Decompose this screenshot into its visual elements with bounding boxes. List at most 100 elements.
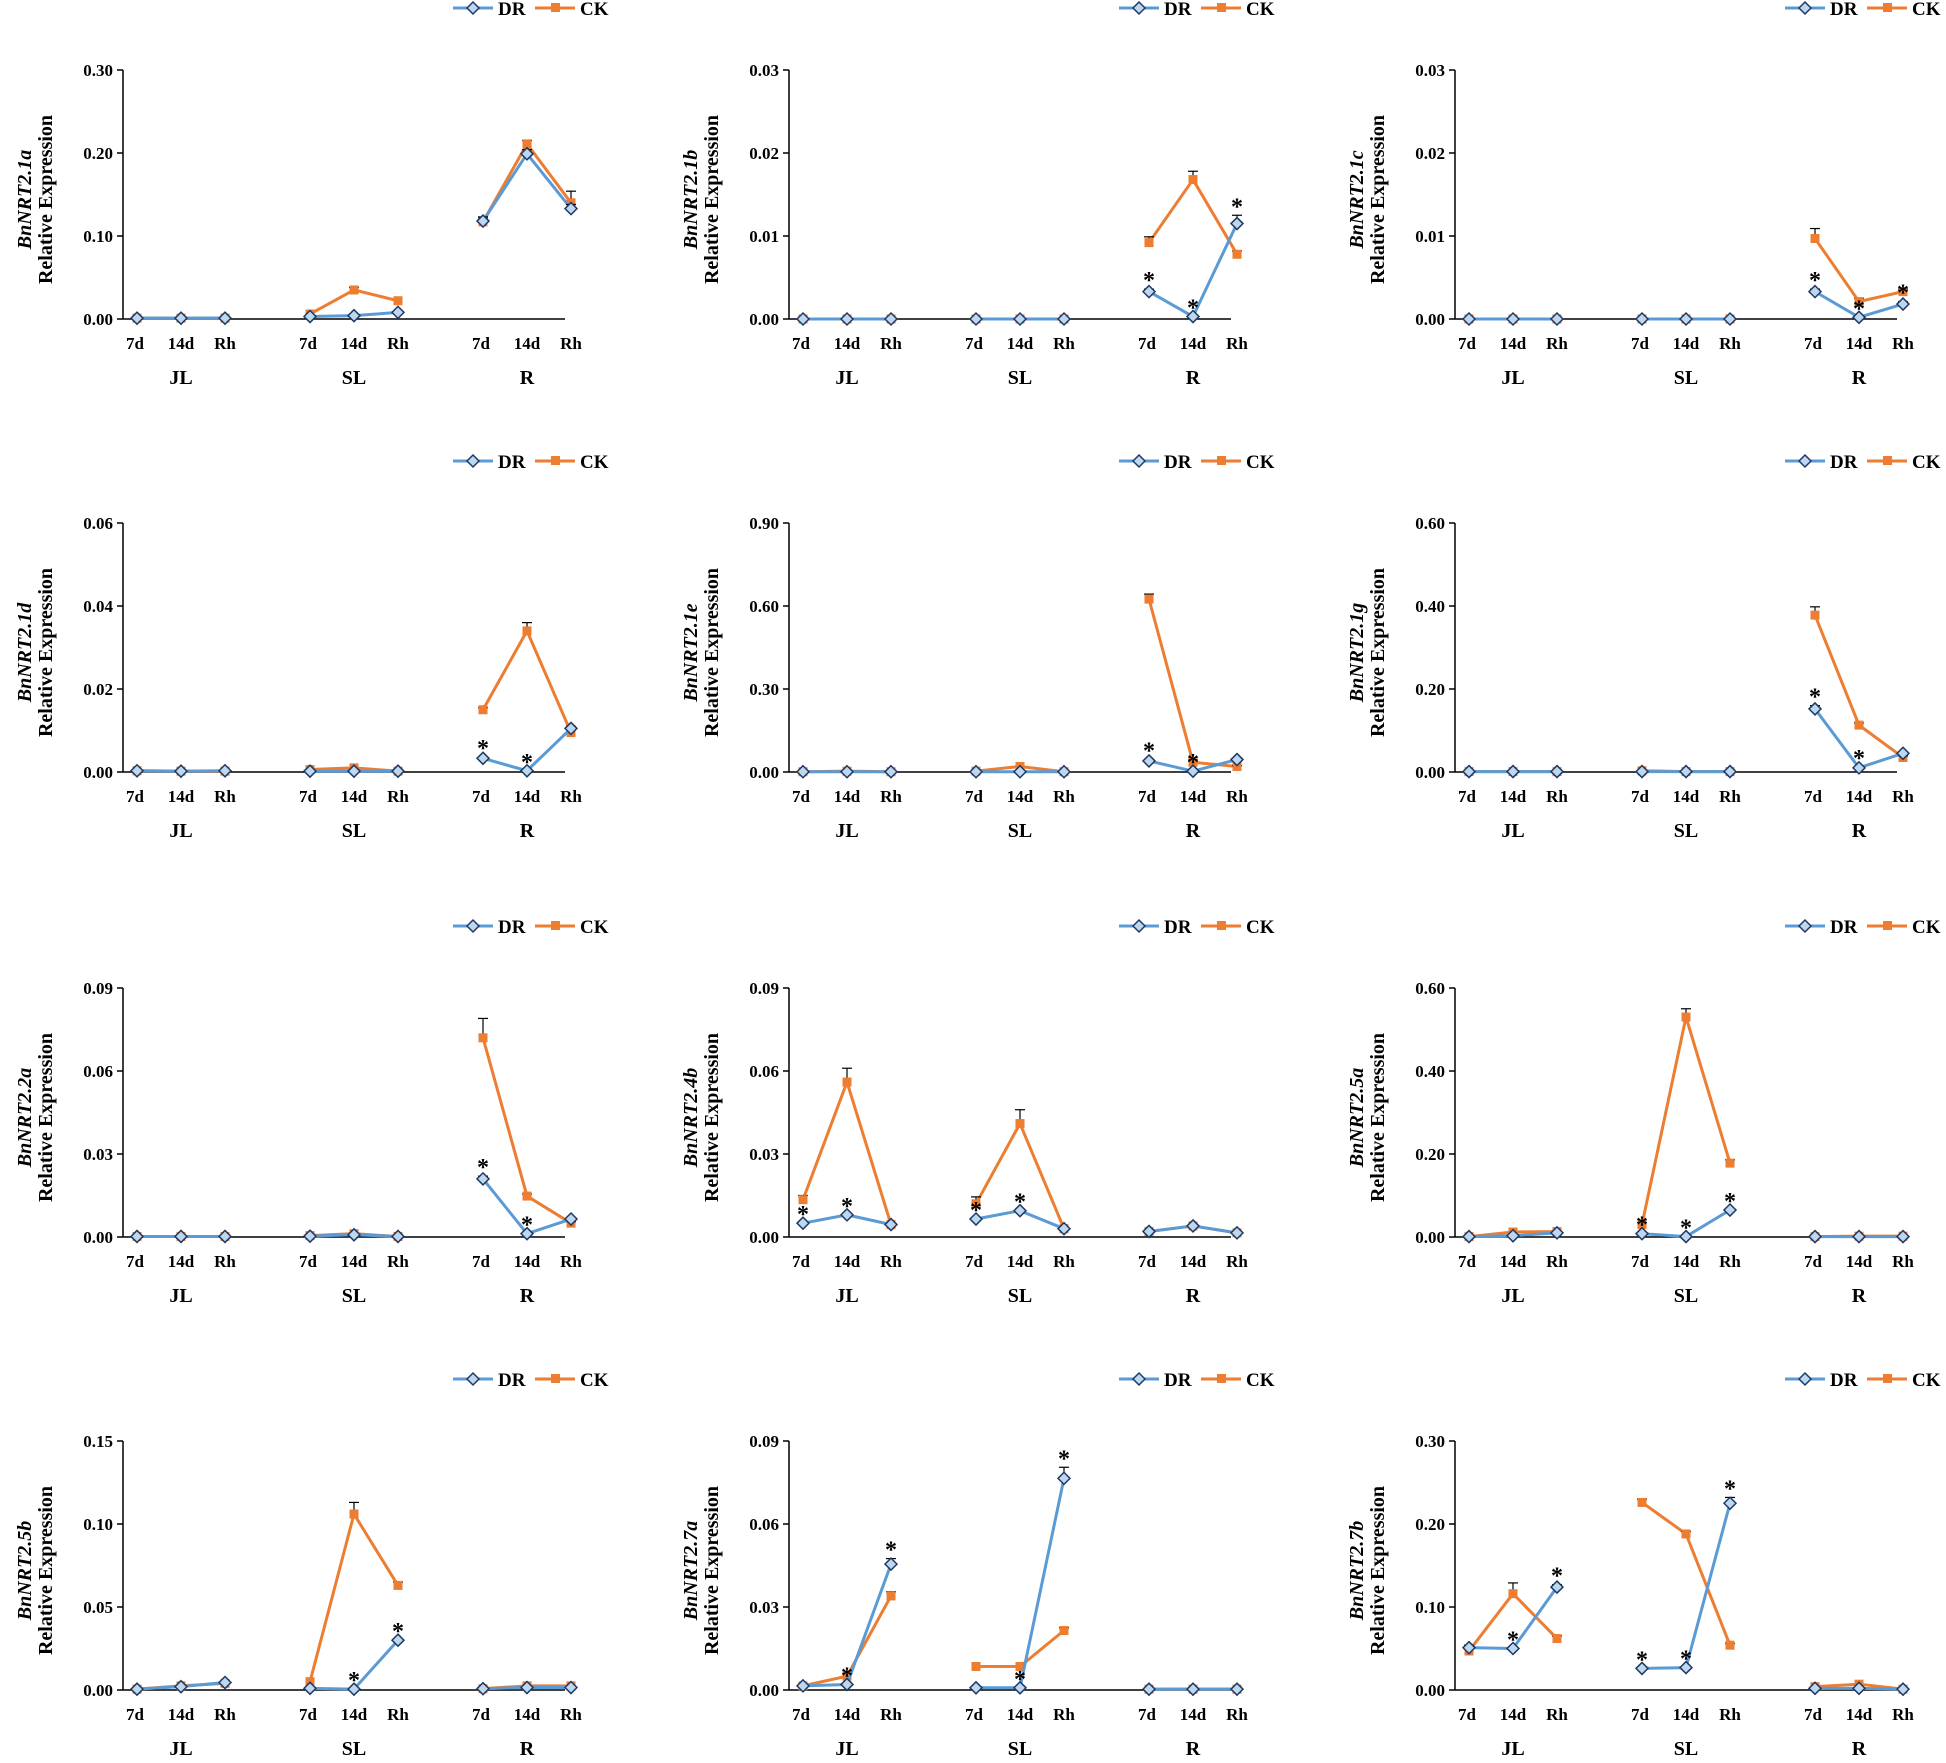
ck-data-point [1552, 1634, 1562, 1644]
y-tick-label: 0.30 [1415, 1432, 1445, 1451]
dr-data-point [1229, 216, 1245, 231]
dr-data-point [173, 311, 189, 326]
y-axis-label: Relative Expression [701, 1033, 723, 1202]
x-tick-label: Rh [1546, 787, 1568, 806]
y-axis-label: Relative Expression [1367, 1033, 1389, 1202]
significance-star: * [1143, 739, 1155, 765]
ck-data-point [478, 1033, 488, 1043]
x-tick-label: Rh [560, 1252, 582, 1271]
legend-ck-marker [1883, 921, 1892, 930]
dr-data-point [1807, 1681, 1823, 1696]
significance-star: * [392, 1619, 404, 1645]
legend-ck-marker [551, 921, 560, 930]
group-label: JL [1501, 367, 1524, 389]
chart-panel-bnnrt2-5a: DR CK 0.00 0.20 0.40 0.60 BnNRT2.5aRelative Ex… [1346, 917, 1941, 1307]
y-tick-label: 0.00 [83, 1228, 113, 1247]
significance-star: * [1014, 1667, 1026, 1693]
group-label: JL [169, 367, 192, 389]
x-tick-label: 14d [1180, 787, 1207, 806]
gene-name: BnNRT2.1c [1346, 150, 1368, 249]
group-label: R [1852, 1738, 1867, 1760]
legend-ck-label: CK [580, 0, 609, 20]
x-tick-label: 14d [514, 787, 541, 806]
x-tick-label: 14d [1673, 1252, 1700, 1271]
dr-data-point [795, 311, 811, 327]
legend-ck-label: CK [1912, 917, 1941, 938]
legend-ck-marker [1883, 1374, 1892, 1383]
x-tick-label: 14d [1846, 787, 1873, 806]
y-tick-label: 0.00 [83, 1681, 113, 1700]
chart-panel-bnnrt2-2a: DR CK 0.00 0.03 0.06 0.09 BnNRT2.2aRelative Ex… [14, 917, 609, 1307]
ck-data-point [1725, 1158, 1735, 1168]
x-tick-label: 14d [1180, 1252, 1207, 1271]
gene-name: BnNRT2.5a [1346, 1068, 1368, 1168]
y-tick-label: 0.03 [749, 1145, 779, 1164]
x-tick-label: 14d [1500, 1705, 1527, 1724]
x-tick-label: 14d [1180, 334, 1207, 353]
x-tick-label: Rh [1546, 1252, 1568, 1271]
y-tick-label: 0.03 [749, 1598, 779, 1617]
x-tick-label: Rh [387, 787, 409, 806]
group-label: JL [169, 1285, 192, 1307]
y-tick-label: 0.03 [749, 61, 779, 80]
x-tick-label: Rh [1053, 1705, 1075, 1724]
chart-panel-bnnrt2-1e: DR CK 0.00 0.30 0.60 0.90 BnNRT2.1eRelative Ex… [680, 452, 1275, 842]
dr-data-point [346, 764, 362, 779]
dr-data-point [217, 763, 233, 778]
x-tick-label: 7d [126, 787, 145, 806]
legend-dr-label: DR [1830, 452, 1858, 473]
y-tick-label: 0.30 [749, 680, 779, 699]
legend-ck-label: CK [1246, 917, 1275, 938]
significance-star: * [841, 1663, 853, 1689]
x-tick-label: 7d [472, 1252, 491, 1271]
dr-data-point [302, 764, 318, 779]
x-tick-label: 7d [299, 787, 318, 806]
dr-data-point [795, 764, 811, 779]
y-axis-label: Relative Expression [1367, 115, 1389, 284]
legend-dr-label: DR [498, 0, 526, 20]
group-label: SL [342, 820, 366, 842]
gene-name: BnNRT2.4b [680, 1068, 702, 1168]
significance-star: * [1058, 1446, 1070, 1472]
x-tick-label: 7d [126, 334, 145, 353]
legend-dr-label: DR [1164, 0, 1192, 20]
x-tick-label: Rh [1226, 334, 1248, 353]
significance-star: * [1507, 1628, 1519, 1654]
chart-panel-bnnrt2-1d: DR CK 0.00 0.02 0.04 0.06 BnNRT2.1dRelative Ex… [14, 452, 609, 842]
dr-data-point [302, 1681, 318, 1696]
y-axis-gene-label: BnNRT2.7aRelative Expression [680, 1486, 723, 1655]
y-axis-gene-label: BnNRT2.1eRelative Expression [680, 568, 723, 737]
dr-data-point [1185, 1218, 1201, 1233]
x-tick-label: 14d [168, 1252, 195, 1271]
dr-data-point [1461, 311, 1477, 327]
dr-data-point [1505, 1228, 1521, 1243]
x-tick-label: 7d [965, 787, 984, 806]
legend-ck-marker [1883, 456, 1892, 465]
x-tick-label: 7d [1804, 1705, 1823, 1724]
dr-data-point [346, 1682, 362, 1697]
dr-data-point [173, 764, 189, 779]
x-tick-label: 7d [1458, 334, 1477, 353]
ck-data-point [798, 1195, 808, 1205]
ck-data-point [1681, 1529, 1691, 1539]
group-label: JL [835, 367, 858, 389]
group-label: SL [1674, 820, 1698, 842]
dr-data-point [883, 1557, 899, 1572]
group-label: JL [835, 1285, 858, 1307]
y-tick-label: 0.02 [749, 144, 779, 163]
ck-data-point [1810, 610, 1820, 620]
group-label: JL [169, 820, 192, 842]
x-tick-label: 14d [168, 1705, 195, 1724]
x-tick-label: 7d [965, 1252, 984, 1271]
x-tick-label: Rh [1546, 334, 1568, 353]
dr-data-point [1141, 1682, 1157, 1697]
x-tick-label: Rh [214, 334, 236, 353]
gene-name: BnNRT2.1b [680, 150, 702, 250]
legend-dr-marker [1131, 0, 1147, 16]
y-axis-label: Relative Expression [1367, 568, 1389, 737]
legend-dr-marker [465, 453, 481, 469]
dr-data-point [1678, 311, 1694, 327]
y-tick-label: 0.09 [749, 1432, 779, 1451]
dr-data-point [1185, 309, 1201, 324]
group-label: JL [1501, 1285, 1524, 1307]
